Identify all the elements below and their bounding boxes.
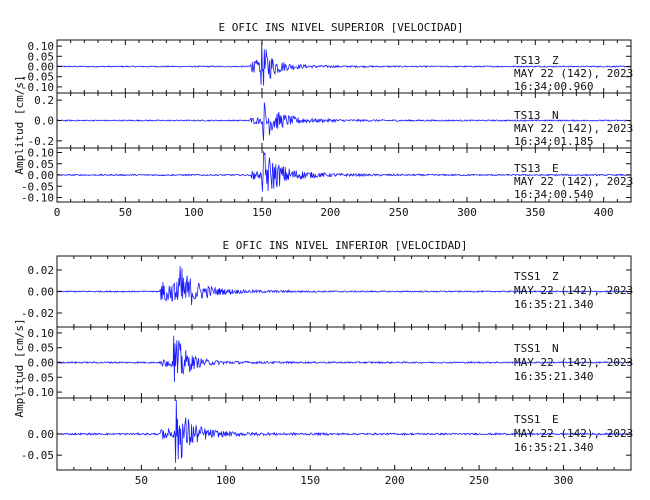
x-tick-label-upper: 50 — [119, 206, 132, 219]
annotation-time-upper-z: 16:34:00.960 — [514, 80, 593, 93]
y-tick-label-lower-n: 0.00 — [28, 357, 55, 370]
annotation-component-upper-e: E — [552, 162, 559, 175]
y-tick-label-lower-n: -0.10 — [21, 386, 54, 399]
annotation-date-upper-e: MAY 22 (142), 2023 — [514, 175, 633, 188]
x-tick-label-upper: 0 — [54, 206, 61, 219]
x-tick-label-upper: 400 — [594, 206, 614, 219]
y-tick-label-upper-z: 0.05 — [28, 50, 55, 63]
x-tick-label-lower: 250 — [469, 474, 489, 487]
annotation-time-lower-e: 16:35:21.340 — [514, 441, 593, 454]
annotation-component-lower-n: N — [552, 342, 559, 355]
y-tick-label-upper-e: 0.00 — [28, 169, 55, 182]
annotation-time-lower-n: 16:35:21.340 — [514, 370, 593, 383]
annotation-component-upper-n: N — [552, 109, 559, 122]
annotation-date-upper-z: MAY 22 (142), 2023 — [514, 67, 633, 80]
y-tick-label-upper-e: -0.05 — [21, 180, 54, 193]
waveform-lower-n — [56, 335, 632, 383]
annotation-date-lower-e: MAY 22 (142), 2023 — [514, 427, 633, 440]
y-tick-label-lower-e: 0.00 — [28, 428, 55, 441]
annotation-date-upper-n: MAY 22 (142), 2023 — [514, 122, 633, 135]
y-tick-label-upper-z: 0.10 — [28, 40, 55, 53]
x-tick-label-upper: 250 — [389, 206, 409, 219]
y-tick-label-lower-z: 0.02 — [28, 264, 55, 277]
annotation-station-lower-e: TSS1 — [514, 413, 541, 426]
waveform-upper-z — [56, 41, 631, 86]
y-axis-label-lower: Amplitud [cm/s] — [13, 318, 26, 417]
y-tick-label-lower-n: 0.10 — [28, 327, 55, 340]
waveform-traces — [56, 41, 632, 463]
x-tick-label-upper: 150 — [252, 206, 272, 219]
annotation-station-lower-z: TSS1 — [514, 270, 541, 283]
y-tick-label-upper-e: 0.05 — [28, 158, 55, 171]
y-tick-label-upper-e: 0.10 — [28, 147, 55, 160]
annotation-station-lower-n: TSS1 — [514, 342, 541, 355]
y-tick-label-lower-n: -0.05 — [21, 371, 54, 384]
y-tick-label-lower-e: -0.05 — [21, 449, 54, 462]
y-tick-label-upper-e: -0.10 — [21, 192, 54, 205]
annotation-time-upper-e: 16:34:00.540 — [514, 188, 593, 201]
y-tick-label-upper-n: -0.2 — [28, 135, 55, 148]
annotation-station-upper-e: TS13 — [514, 162, 541, 175]
axis-ticks: 0.100.050.00-0.05-0.100.20.0-0.20.100.05… — [21, 40, 632, 487]
y-tick-label-upper-n: 0.2 — [34, 94, 54, 107]
annotation-time-upper-n: 16:34:01.185 — [514, 135, 593, 148]
waveform-lower-e — [56, 400, 632, 463]
annotation-date-lower-n: MAY 22 (142), 2023 — [514, 356, 633, 369]
y-tick-label-lower-z: 0.00 — [28, 286, 55, 299]
x-tick-label-upper: 350 — [525, 206, 545, 219]
y-tick-label-upper-z: -0.05 — [21, 71, 54, 84]
x-tick-label-lower: 300 — [554, 474, 574, 487]
waveform-upper-n — [56, 102, 632, 141]
x-tick-label-upper: 100 — [184, 206, 204, 219]
annotation-station-upper-n: TS13 — [514, 109, 541, 122]
annotation-component-upper-z: Z — [552, 54, 559, 67]
x-tick-label-lower: 100 — [216, 474, 236, 487]
y-tick-label-lower-z: -0.02 — [21, 307, 54, 320]
y-tick-label-upper-n: 0.0 — [34, 115, 54, 128]
x-tick-label-lower: 200 — [385, 474, 405, 487]
annotation-component-lower-e: E — [552, 413, 559, 426]
y-tick-label-upper-z: -0.10 — [21, 81, 54, 94]
annotation-component-lower-z: Z — [552, 270, 559, 283]
annotation-time-lower-z: 16:35:21.340 — [514, 298, 593, 311]
x-tick-label-lower: 50 — [135, 474, 148, 487]
y-axis-label-upper: Amplitud [cm/s] — [13, 75, 26, 174]
chart-title-upper: E OFIC INS NIVEL SUPERIOR [VELOCIDAD] — [218, 21, 463, 34]
y-tick-label-upper-z: 0.00 — [28, 61, 55, 74]
x-tick-label-lower: 150 — [300, 474, 320, 487]
chart-title-lower: E OFIC INS NIVEL INFERIOR [VELOCIDAD] — [222, 239, 467, 252]
annotation-date-lower-z: MAY 22 (142), 2023 — [514, 284, 633, 297]
annotation-station-upper-z: TS13 — [514, 54, 541, 67]
x-tick-label-upper: 200 — [320, 206, 340, 219]
waveform-upper-e — [56, 151, 632, 192]
waveform-lower-z — [56, 266, 632, 306]
y-tick-label-lower-n: 0.05 — [28, 342, 55, 355]
x-tick-label-upper: 300 — [457, 206, 477, 219]
